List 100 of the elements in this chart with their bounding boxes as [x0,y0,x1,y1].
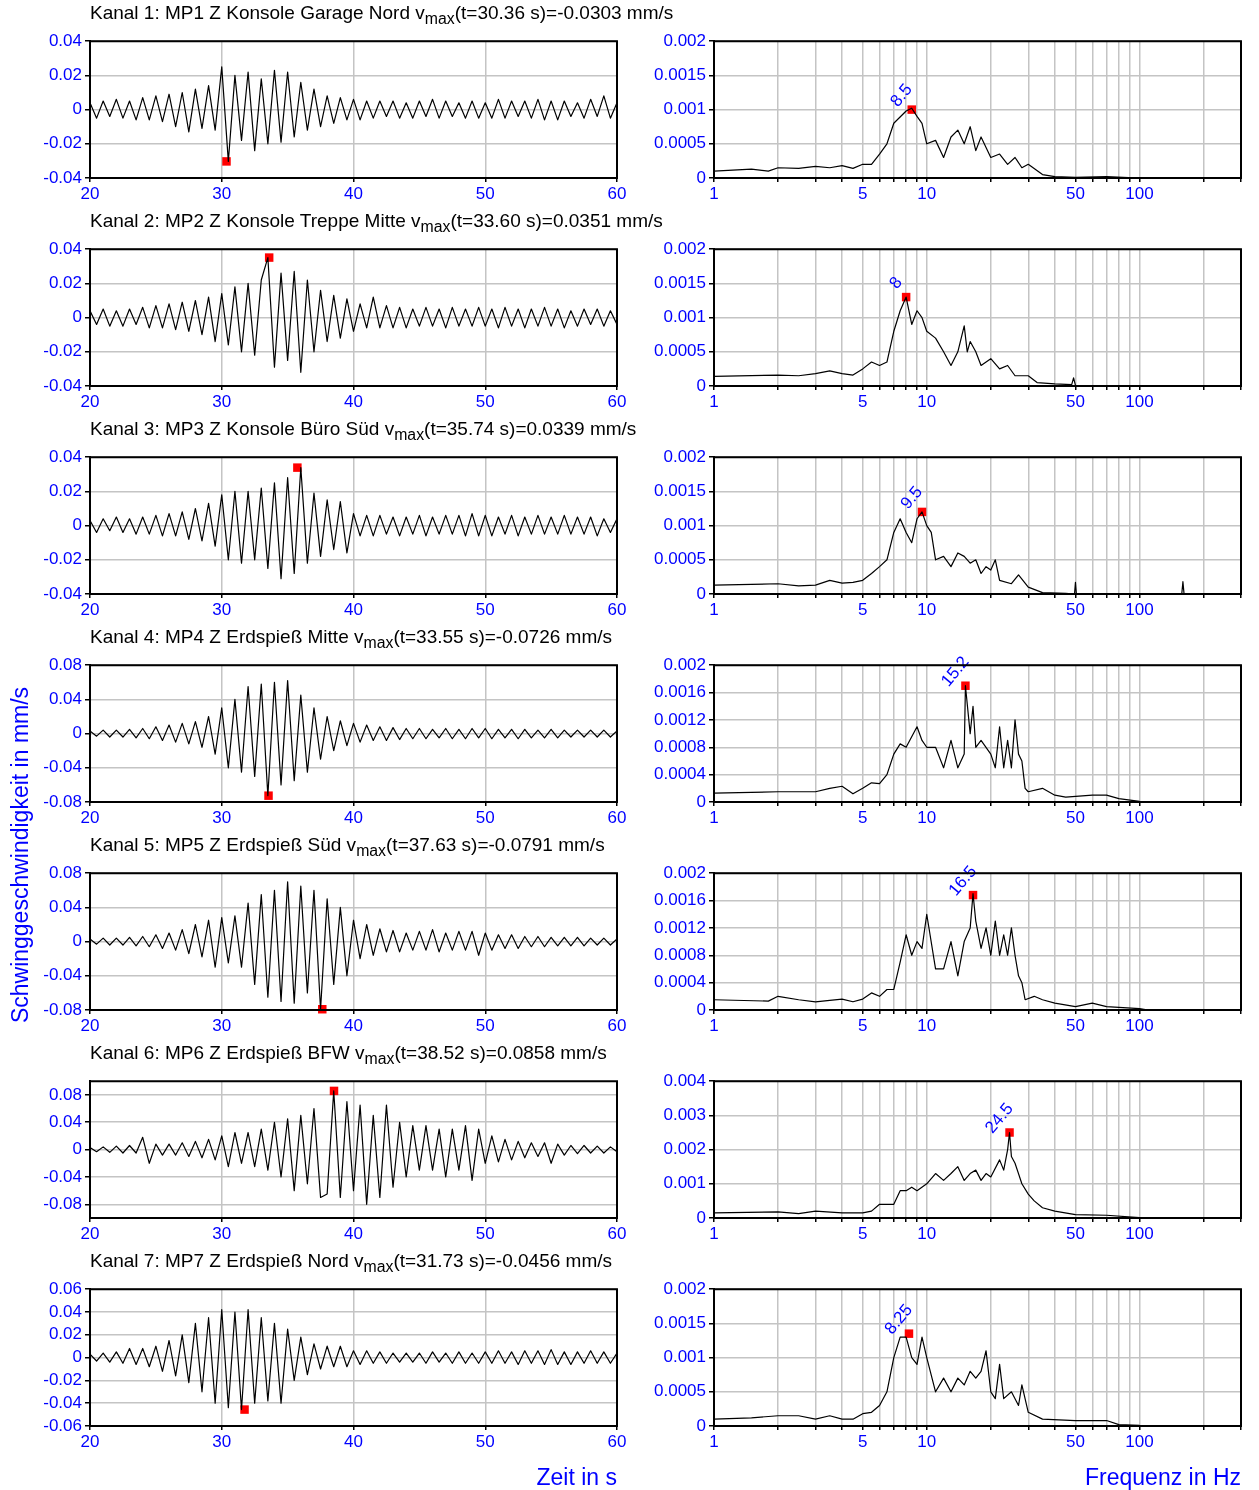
x-tick-label: 60 [607,599,627,619]
y-tick-label: 0 [72,1139,82,1159]
x-tick-label: 10 [917,1015,937,1035]
x-tick-label: 1 [709,391,719,411]
y-tick-label: -0.04 [43,1392,82,1412]
x-tick-label: 20 [80,183,100,203]
y-tick-label: 0 [696,167,706,187]
x-tick-label: 40 [344,1223,363,1243]
y-tick-label: 0.002 [663,238,706,258]
chart-title: Kanal 7: MP7 Z Erdspieß Nord v$_{max}$(t=31.73 s)=-0.0456 mm/s [90,1250,613,1276]
y-tick-label: 0.003 [663,1105,706,1125]
y-tick-label: 0.0005 [654,341,706,361]
y-tick-label: 0 [72,515,82,535]
y-tick-label: -0.02 [43,133,82,153]
x-tick-label: 5 [857,1223,868,1243]
y-tick-label: 0.02 [48,273,82,293]
x-tick-label: 50 [1065,183,1085,203]
x-tick-label: 20 [80,807,100,827]
y-tick-label: 0.002 [663,1139,706,1159]
y-tick-label: 0.0015 [654,273,706,293]
y-tick-label: -0.08 [43,999,82,1019]
y-tick-label: 0.04 [48,446,82,466]
y-tick-label: 0.0004 [654,764,706,784]
x-tick-label: 50 [475,183,495,203]
y-tick-label: 0.02 [48,65,82,85]
y-tick-label: 0.004 [663,1070,706,1090]
x-tick-label: 50 [475,1015,495,1035]
x-tick-label: 10 [917,599,937,619]
y-tick-label: 0.002 [663,30,706,50]
y-tick-label: 0 [72,723,82,743]
x-tick-label: 60 [607,1015,627,1035]
x-tick-label: 30 [212,183,232,203]
y-tick-label: -0.04 [43,583,82,603]
x-tick-label: 30 [212,1431,232,1451]
x-tick-label: 20 [80,599,100,619]
chart-title: Kanal 6: MP6 Z Erdspieß BFW v$_{max}$(t=38.52 s)=0.0858 mm/s [90,1042,607,1068]
y-tick-label: -0.02 [43,549,82,569]
y-tick-label: 0.0015 [654,1313,706,1333]
y-tick-label: 0.002 [663,446,706,466]
x-tick-label: 20 [80,1015,100,1035]
x-tick-label: 30 [212,599,232,619]
x-tick-label: 40 [344,599,363,619]
annotation: 8 [885,272,906,293]
y-tick-label: 0.002 [663,862,706,882]
y-tick-label: 0.0008 [654,944,706,964]
x-tick-label: 50 [475,1223,495,1243]
x-tick-label: 50 [1065,1015,1085,1035]
y-tick-label: 0 [696,583,706,603]
chart-title: Kanal 2: MP2 Z Konsole Treppe Mitte v$_{max}$(t=33.60 s)=0.0351 mm/s [90,210,663,236]
y-tick-label: 0.02 [48,481,82,501]
y-tick-label: 0 [72,307,82,327]
x-tick-label: 40 [344,807,363,827]
x-tick-label: 5 [857,599,868,619]
x-tick-label: 5 [857,807,868,827]
y-tick-label: 0 [72,99,82,119]
y-tick-label: 0.04 [48,1301,82,1321]
x-tick-label: 1 [709,807,719,827]
y-tick-label: 0.0016 [654,890,706,910]
y-tick-label: 0.0016 [654,682,706,702]
y-tick-label: 0.08 [48,654,82,674]
y-tick-label: 0.0015 [654,65,706,85]
y-tick-label: -0.08 [43,791,82,811]
x-tick-label: 60 [607,391,627,411]
annotation: 8.5 [886,79,916,111]
y-tick-label: -0.04 [43,167,82,187]
x-tick-label: 10 [917,391,937,411]
x-tick-label: 20 [80,1223,100,1243]
y-tick-label: 0.04 [48,30,82,50]
x-tick-label: 100 [1125,807,1154,827]
y-tick-label: 0.08 [48,862,82,882]
y-tick-label: 0.08 [48,1084,82,1104]
y-tick-label: 0.002 [663,654,706,674]
y-tick-label: 0.0015 [654,481,706,501]
x-tick-label: 50 [475,599,495,619]
y-tick-label: 0.06 [48,1278,82,1298]
x-tick-label: 10 [917,1223,937,1243]
y-tick-label: 0 [696,1207,706,1227]
x-tick-label: 100 [1125,1015,1154,1035]
x-tick-label: 5 [857,183,868,203]
y-tick-label: 0.0012 [654,709,706,729]
y-tick-label: 0.0005 [654,133,706,153]
y-tick-label: 0.001 [663,99,706,119]
x-tick-label: 60 [607,807,627,827]
y-tick-label: 0 [72,1347,82,1367]
x-tick-label: 50 [475,807,495,827]
x-tick-label: 100 [1125,1431,1154,1451]
chart-title: Kanal 3: MP3 Z Konsole Büro Süd v$_{max}$(t=35.74 s)=0.0339 mm/s [90,418,637,444]
x-tick-label: 100 [1125,1223,1154,1243]
x-tick-label: 30 [212,1223,232,1243]
y-tick-label: 0.0012 [654,917,706,937]
x-axis-title: Zeit in s [536,1464,617,1490]
y-tick-label: 0.04 [48,897,82,917]
x-tick-label: 10 [917,1431,937,1451]
chart-title: Kanal 1: MP1 Z Konsole Garage Nord v$_{max}$(t=30.36 s)=-0.0303 mm/s [90,2,674,28]
x-tick-label: 20 [80,1431,100,1451]
x-tick-label: 50 [1065,1223,1085,1243]
x-tick-label: 40 [344,183,363,203]
x-tick-label: 100 [1125,183,1154,203]
y-tick-label: 0 [72,931,82,951]
x-tick-label: 5 [857,391,868,411]
